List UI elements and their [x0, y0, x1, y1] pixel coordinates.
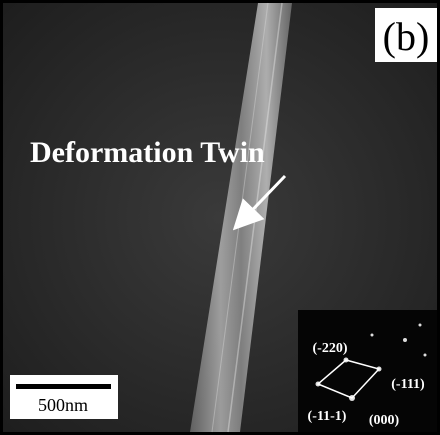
spot: [371, 334, 374, 337]
scale-bar: [16, 384, 111, 389]
spot-label: (-220): [313, 341, 348, 356]
annotation-label: Deformation Twin: [30, 136, 265, 169]
panel-label: (b): [383, 14, 430, 59]
spot: [419, 324, 422, 327]
spot-label: (000): [369, 413, 400, 428]
spot: [403, 338, 407, 342]
spot: [424, 354, 427, 357]
spot-label: (-11-1): [308, 409, 347, 424]
scale-bar-label: 500nm: [38, 395, 88, 415]
micrograph-figure: (b) Deformation Twin 500nm (-220) (-111)…: [0, 0, 440, 435]
spot-label: (-111): [391, 377, 425, 392]
